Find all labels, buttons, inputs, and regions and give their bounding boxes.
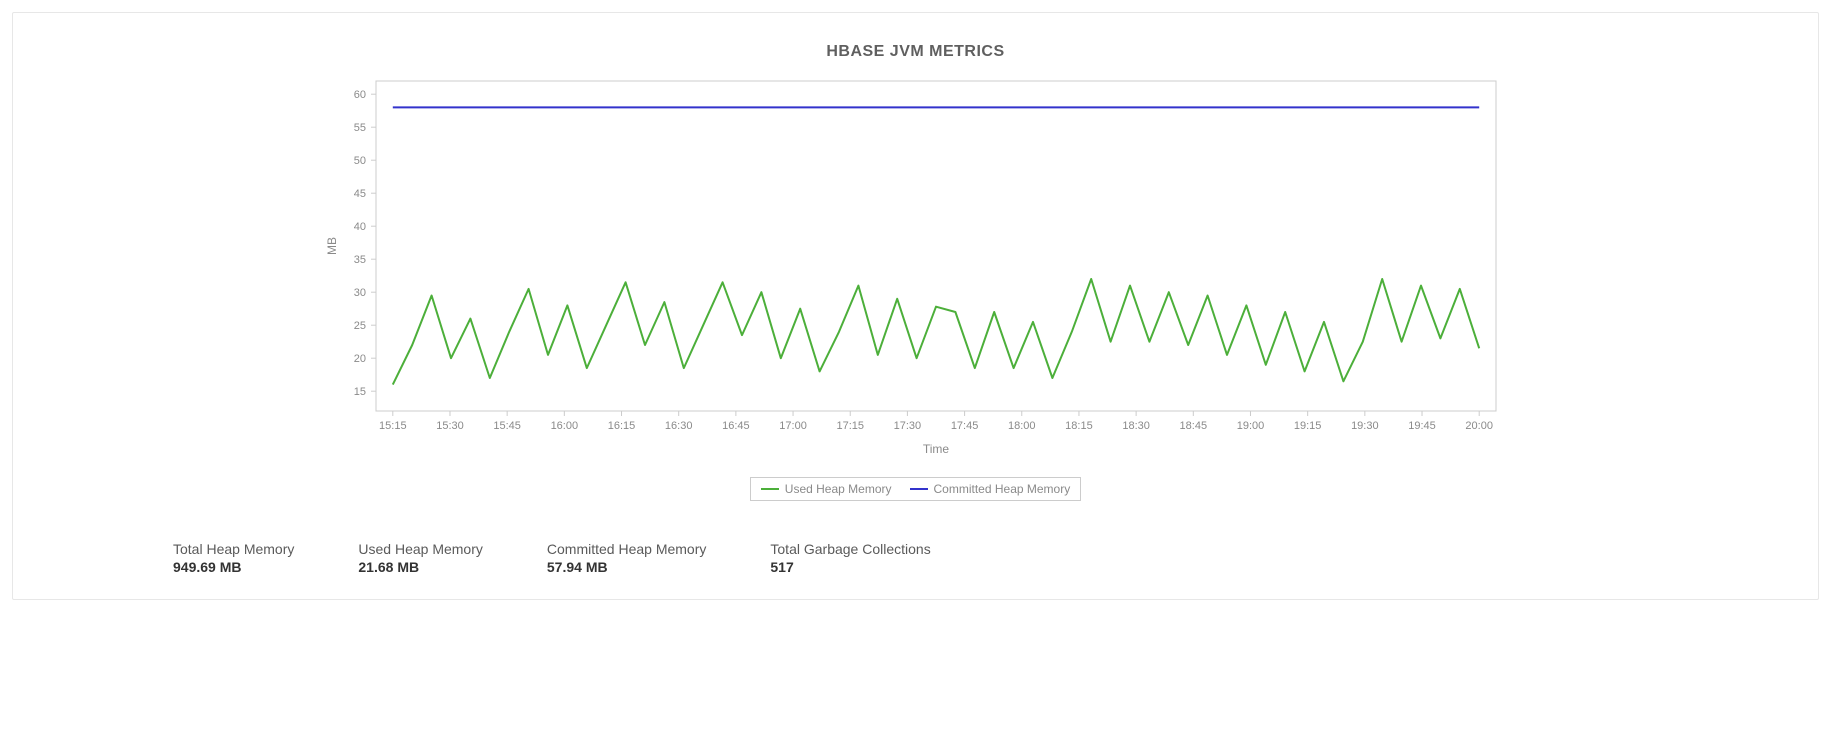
svg-text:15: 15 (353, 386, 365, 398)
svg-text:18:30: 18:30 (1122, 420, 1150, 432)
stat-value: 517 (770, 559, 930, 575)
svg-text:20: 20 (353, 353, 365, 365)
stat-label: Used Heap Memory (358, 541, 483, 557)
svg-text:35: 35 (353, 254, 365, 266)
stat-block: Total Heap Memory 949.69 MB (173, 541, 294, 575)
stat-label: Committed Heap Memory (547, 541, 707, 557)
svg-text:15:30: 15:30 (436, 420, 464, 432)
legend-item[interactable]: Committed Heap Memory (910, 482, 1071, 496)
stat-label: Total Garbage Collections (770, 541, 930, 557)
svg-text:25: 25 (353, 320, 365, 332)
svg-text:17:30: 17:30 (893, 420, 921, 432)
stat-block: Committed Heap Memory 57.94 MB (547, 541, 707, 575)
legend-label: Used Heap Memory (785, 482, 892, 496)
svg-text:20:00: 20:00 (1465, 420, 1493, 432)
svg-text:15:45: 15:45 (493, 420, 521, 432)
svg-text:19:15: 19:15 (1293, 420, 1321, 432)
svg-text:55: 55 (353, 122, 365, 134)
svg-text:19:45: 19:45 (1408, 420, 1436, 432)
svg-text:19:00: 19:00 (1236, 420, 1264, 432)
chart-container: 15 20 25 30 35 40 45 50 55 60 15:15 15:30 15:45 16:00… (53, 71, 1778, 471)
svg-text:17:00: 17:00 (779, 420, 807, 432)
stat-value: 949.69 MB (173, 559, 294, 575)
legend-swatch (761, 488, 779, 490)
svg-text:18:15: 18:15 (1065, 420, 1093, 432)
chart-title: HBASE JVM METRICS (53, 43, 1778, 61)
svg-text:18:45: 18:45 (1179, 420, 1207, 432)
svg-text:18:00: 18:00 (1008, 420, 1036, 432)
svg-text:16:45: 16:45 (722, 420, 750, 432)
svg-text:Time: Time (922, 442, 949, 456)
svg-text:17:45: 17:45 (950, 420, 978, 432)
stat-block: Total Garbage Collections 517 (770, 541, 930, 575)
svg-text:45: 45 (353, 188, 365, 200)
legend: Used Heap Memory Committed Heap Memory (750, 477, 1081, 501)
legend-item[interactable]: Used Heap Memory (761, 482, 892, 496)
stat-block: Used Heap Memory 21.68 MB (358, 541, 483, 575)
stat-label: Total Heap Memory (173, 541, 294, 557)
svg-text:16:00: 16:00 (550, 420, 578, 432)
stat-value: 21.68 MB (358, 559, 483, 575)
stats-row: Total Heap Memory 949.69 MB Used Heap Memo… (53, 541, 1778, 575)
stat-value: 57.94 MB (547, 559, 707, 575)
svg-text:15:15: 15:15 (379, 420, 407, 432)
svg-text:60: 60 (353, 89, 365, 101)
legend-swatch (910, 488, 928, 490)
svg-text:16:30: 16:30 (664, 420, 692, 432)
svg-text:16:15: 16:15 (607, 420, 635, 432)
svg-text:30: 30 (353, 287, 365, 299)
svg-text:19:30: 19:30 (1351, 420, 1379, 432)
jvm-metrics-chart: 15 20 25 30 35 40 45 50 55 60 15:15 15:30 15:45 16:00… (316, 71, 1516, 471)
legend-label: Committed Heap Memory (934, 482, 1071, 496)
svg-text:50: 50 (353, 155, 365, 167)
legend-container: Used Heap Memory Committed Heap Memory (53, 477, 1778, 501)
svg-text:40: 40 (353, 221, 365, 233)
svg-text:MB: MB (325, 237, 339, 255)
metrics-panel: HBASE JVM METRICS 1520253035404550556015… (12, 12, 1819, 600)
svg-text:17:15: 17:15 (836, 420, 864, 432)
